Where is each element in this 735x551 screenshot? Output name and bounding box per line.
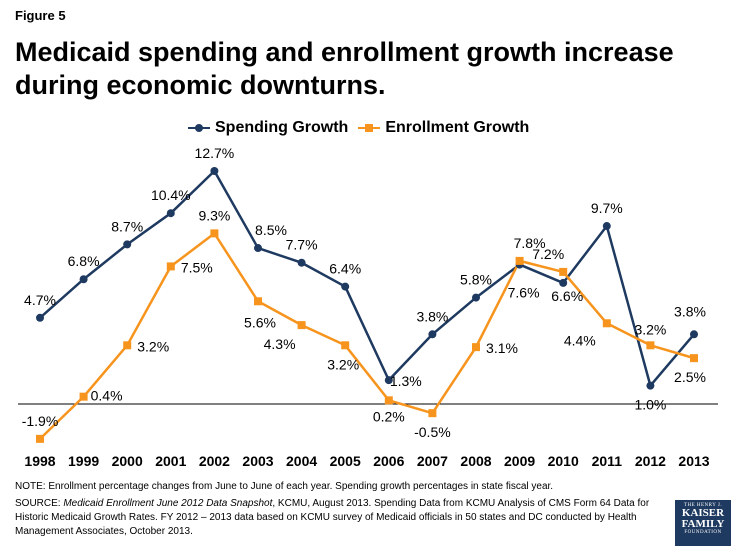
legend-label-spending: Spending Growth [215, 119, 349, 136]
figure-label: Figure 5 [15, 8, 66, 23]
spending-point [690, 330, 698, 339]
spending-data-label: 8.7% [111, 218, 143, 234]
enrollment-point [79, 392, 88, 401]
enrollment-point [210, 229, 219, 238]
spending-data-label: 1.0% [634, 397, 666, 413]
x-tick-label: 2006 [373, 453, 404, 469]
legend-item-enrollment: Enrollment Growth [358, 119, 529, 137]
spending-data-label: 10.4% [151, 187, 191, 203]
spending-data-label: 3.8% [674, 303, 706, 319]
spending-data-label: 9.7% [591, 200, 623, 216]
x-tick-label: 2000 [112, 453, 143, 469]
x-tick-label: 2001 [155, 453, 186, 469]
spending-point [559, 278, 568, 287]
enrollment-data-label: 4.3% [264, 336, 296, 352]
enrollment-data-label: 3.2% [634, 321, 666, 337]
spending-point [254, 244, 262, 253]
spending-data-label: 6.8% [68, 253, 100, 269]
enrollment-point [602, 319, 611, 328]
x-tick-label: 2012 [635, 453, 666, 469]
enrollment-data-label: 9.3% [198, 207, 230, 223]
enrollment-line [39, 232, 695, 440]
spending-data-label: 6.4% [329, 261, 361, 277]
enrollment-point [166, 262, 175, 271]
spending-data-label: 5.8% [460, 272, 492, 288]
kff-logo: THE HENRY J. KAISER FAMILY FOUNDATION [675, 500, 731, 546]
spending-point [646, 381, 655, 390]
spending-point [341, 282, 350, 291]
enrollment-data-label: 3.2% [327, 356, 359, 372]
x-tick-label: 2003 [242, 453, 273, 469]
x-tick-label: 2011 [592, 453, 623, 469]
line-chart: 1998 1999 2000 2001 2002 2003 2004 2005 2006 2007… [18, 145, 718, 469]
enrollment-point [341, 341, 350, 350]
spending-data-label: 7.7% [286, 237, 318, 253]
spending-data-label: 7.6% [508, 285, 540, 301]
enrollment-point [515, 256, 524, 265]
chart-note: NOTE: Enrollment percentage changes from… [15, 481, 554, 492]
x-tick-label: 2005 [330, 453, 361, 469]
spending-point [210, 167, 219, 175]
source-prefix: SOURCE: [15, 498, 64, 509]
spending-point [297, 258, 306, 267]
enrollment-data-label: 7.5% [181, 259, 213, 275]
source-rest: , KCMU, August 2013. Spending Data from … [15, 498, 650, 537]
spending-point [123, 240, 132, 249]
enrollment-point [646, 341, 655, 350]
x-tick-label: 2004 [286, 453, 317, 469]
enrollment-data-label: -1.9% [22, 413, 59, 429]
enrollment-data-label: -0.5% [414, 424, 451, 440]
source-italic: Medicaid Enrollment June 2012 Data Snaps… [63, 498, 273, 509]
enrollment-data-label: 4.4% [564, 332, 596, 348]
enrollment-point [36, 434, 44, 443]
enrollment-point [384, 396, 393, 405]
legend-swatch-spending [188, 121, 210, 135]
x-tick-label: 2008 [460, 453, 491, 469]
spending-data-label: 6.6% [551, 288, 583, 304]
enrollment-point [472, 343, 480, 352]
x-tick-label: 1999 [68, 453, 99, 469]
spending-point [602, 222, 611, 231]
spending-point [79, 275, 88, 284]
x-tick-label: 2007 [417, 453, 448, 469]
legend-item-spending: Spending Growth [188, 119, 348, 137]
spending-point [428, 330, 437, 339]
spending-data-label: 3.8% [416, 308, 448, 324]
enrollment-point [254, 297, 262, 306]
enrollment-point [123, 341, 132, 350]
enrollment-data-label: 3.1% [486, 340, 518, 356]
enrollment-point [690, 354, 698, 363]
enrollment-data-label: 2.5% [674, 369, 706, 385]
x-tick-label: 2010 [548, 453, 579, 469]
enrollment-data-label: 3.2% [137, 338, 169, 354]
enrollment-data-label: 7.2% [532, 246, 564, 262]
spending-data-label: 8.5% [255, 222, 287, 238]
spending-data-label: 4.7% [24, 292, 56, 308]
legend-label-enrollment: Enrollment Growth [385, 119, 530, 136]
x-tick-label: 2013 [678, 453, 709, 469]
spending-point [36, 313, 44, 322]
legend-swatch-enrollment [358, 121, 381, 135]
spending-point [472, 293, 480, 302]
x-tick-label: 2002 [199, 453, 230, 469]
enrollment-data-label: 0.4% [91, 388, 123, 404]
x-tick-label: 2009 [504, 453, 535, 469]
spending-line [39, 169, 695, 387]
chart-title: Medicaid spending and enrollment growth … [15, 37, 674, 100]
enrollment-data-label: 5.6% [244, 314, 276, 330]
spending-point [166, 209, 175, 218]
spending-data-label: 1.3% [390, 373, 422, 389]
enrollment-point [297, 321, 306, 330]
enrollment-data-label: 0.2% [373, 408, 405, 424]
enrollment-data-label: 7.8% [514, 235, 546, 251]
spending-data-label: 12.7% [195, 145, 235, 161]
enrollment-point [559, 267, 568, 276]
enrollment-point [428, 409, 437, 418]
chart-source: SOURCE: Medicaid Enrollment June 2012 Da… [15, 497, 670, 539]
legend: Spending Growth Enrollment Growth [188, 119, 529, 137]
spending-point [384, 376, 393, 385]
x-tick-label: 1998 [24, 453, 55, 469]
